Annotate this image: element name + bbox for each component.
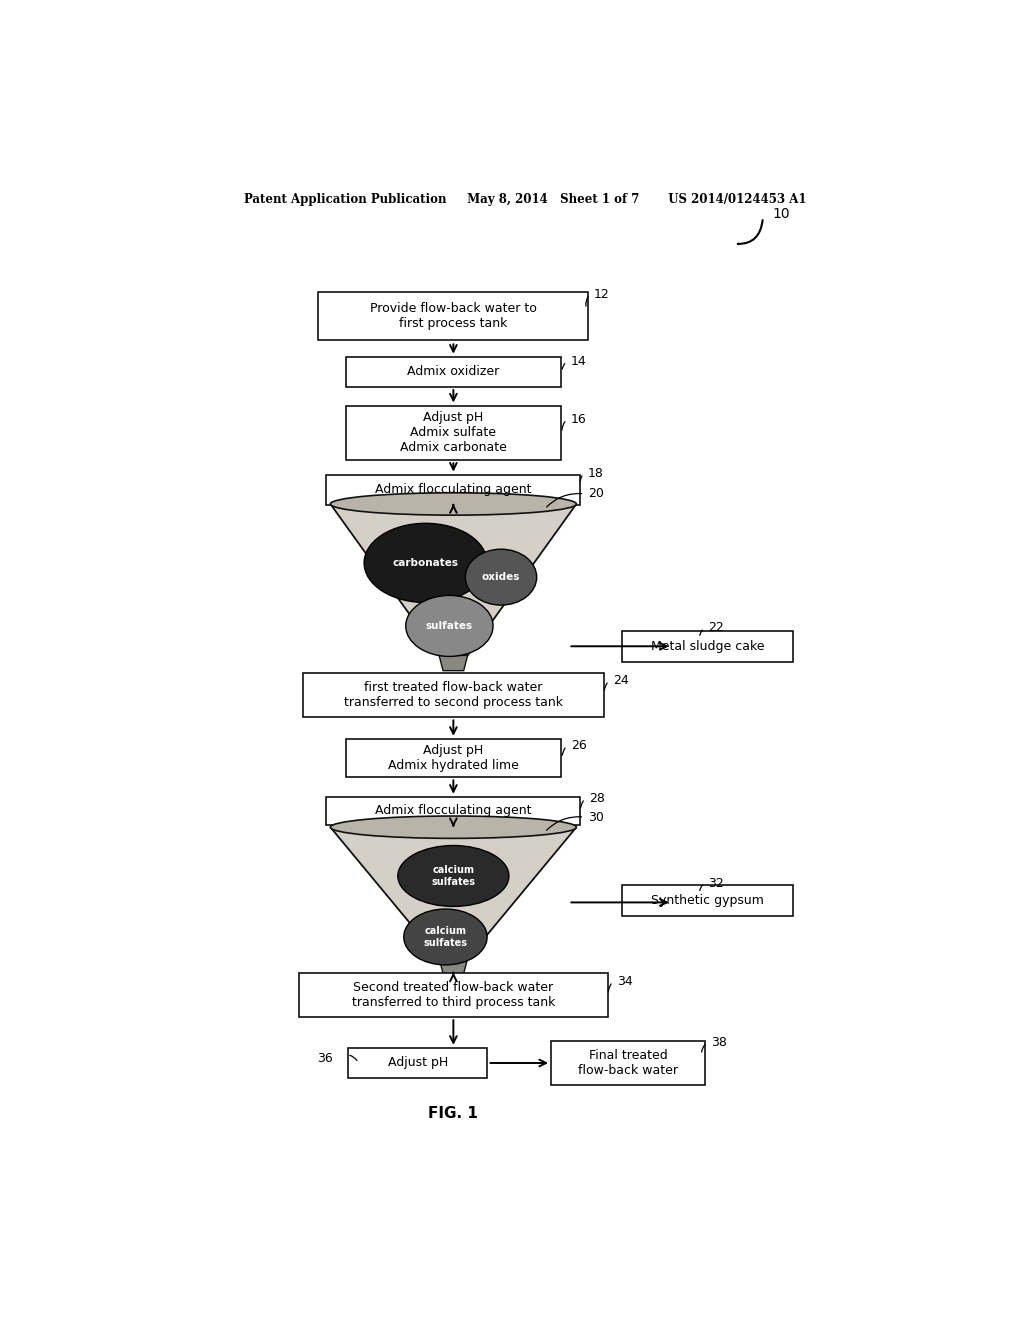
FancyBboxPatch shape	[346, 739, 560, 777]
Polygon shape	[439, 958, 468, 974]
Text: Synthetic gypsum: Synthetic gypsum	[651, 894, 764, 907]
FancyBboxPatch shape	[622, 886, 793, 916]
Text: 12: 12	[594, 288, 609, 301]
Text: 16: 16	[570, 413, 587, 426]
Text: Admix flocculating agent: Admix flocculating agent	[375, 804, 531, 817]
Text: Adjust pH
Admix sulfate
Admix carbonate: Adjust pH Admix sulfate Admix carbonate	[400, 412, 507, 454]
FancyBboxPatch shape	[327, 797, 581, 825]
Text: Final treated
flow-back water: Final treated flow-back water	[578, 1049, 678, 1077]
FancyArrowPatch shape	[738, 220, 763, 244]
FancyBboxPatch shape	[327, 474, 581, 506]
Text: 26: 26	[570, 739, 587, 752]
FancyBboxPatch shape	[551, 1040, 706, 1085]
Polygon shape	[331, 828, 577, 958]
Text: first treated flow-back water
transferred to second process tank: first treated flow-back water transferre…	[344, 681, 563, 709]
Ellipse shape	[331, 492, 577, 515]
Text: 30: 30	[588, 810, 604, 824]
Text: 20: 20	[588, 487, 604, 500]
Text: FIG. 1: FIG. 1	[428, 1106, 478, 1121]
Text: Admix oxidizer: Admix oxidizer	[408, 366, 500, 379]
Text: calcium
sulfates: calcium sulfates	[424, 927, 467, 948]
Text: Second treated flow-back water
transferred to third process tank: Second treated flow-back water transferr…	[351, 981, 555, 1008]
Text: sulfates: sulfates	[426, 620, 473, 631]
Text: Provide flow-back water to
first process tank: Provide flow-back water to first process…	[370, 302, 537, 330]
Ellipse shape	[406, 595, 494, 656]
Text: calcium
sulfates: calcium sulfates	[431, 865, 475, 887]
Text: Patent Application Publication     May 8, 2014   Sheet 1 of 7       US 2014/0124: Patent Application Publication May 8, 20…	[244, 193, 806, 206]
FancyBboxPatch shape	[318, 292, 588, 341]
Text: oxides: oxides	[482, 572, 520, 582]
FancyBboxPatch shape	[346, 356, 560, 387]
Ellipse shape	[331, 816, 577, 838]
Text: 18: 18	[588, 467, 603, 480]
Ellipse shape	[465, 549, 537, 605]
Text: carbonates: carbonates	[392, 558, 459, 568]
Polygon shape	[439, 656, 468, 671]
Ellipse shape	[397, 846, 509, 907]
Ellipse shape	[403, 909, 487, 965]
Text: Adjust pH
Admix hydrated lime: Adjust pH Admix hydrated lime	[388, 744, 519, 772]
Text: Admix flocculating agent: Admix flocculating agent	[375, 483, 531, 496]
Text: 24: 24	[613, 675, 629, 688]
FancyBboxPatch shape	[346, 405, 560, 459]
FancyBboxPatch shape	[299, 973, 608, 1018]
FancyBboxPatch shape	[622, 631, 793, 661]
Text: 36: 36	[317, 1052, 333, 1065]
FancyBboxPatch shape	[303, 673, 604, 718]
Text: Adjust pH: Adjust pH	[387, 1056, 447, 1069]
Text: 22: 22	[709, 622, 724, 635]
FancyBboxPatch shape	[348, 1048, 487, 1078]
Ellipse shape	[365, 523, 487, 602]
Text: 28: 28	[589, 792, 605, 805]
Text: 38: 38	[712, 1036, 727, 1049]
Text: 32: 32	[709, 876, 724, 890]
Text: Metal sludge cake: Metal sludge cake	[650, 640, 764, 653]
Polygon shape	[331, 504, 577, 656]
Text: 10: 10	[772, 207, 791, 222]
Text: 34: 34	[616, 975, 633, 989]
Text: 14: 14	[570, 355, 587, 368]
